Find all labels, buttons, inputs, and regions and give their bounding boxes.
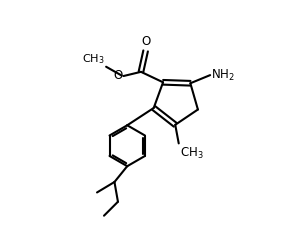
Text: O: O (113, 69, 122, 82)
Text: CH$_3$: CH$_3$ (82, 52, 105, 65)
Text: NH$_2$: NH$_2$ (211, 68, 235, 83)
Text: CH$_3$: CH$_3$ (180, 146, 203, 161)
Text: O: O (141, 35, 150, 48)
